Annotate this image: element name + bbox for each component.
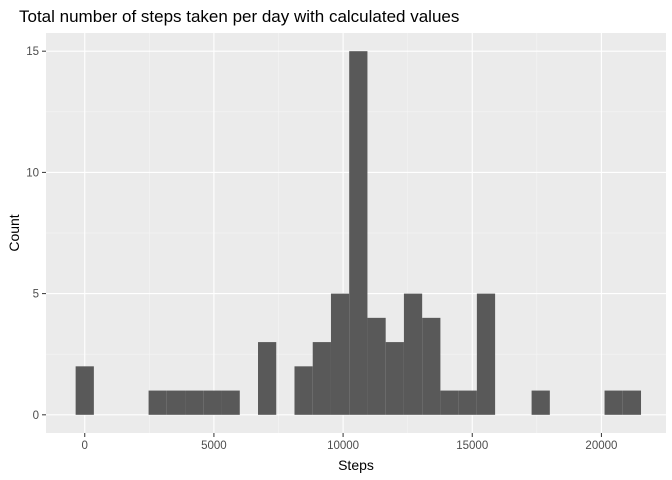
histogram-bar <box>166 390 186 415</box>
histogram-bar <box>148 390 167 415</box>
histogram-bar <box>75 366 94 415</box>
x-axis-title: Steps <box>338 457 374 473</box>
histogram-bar <box>330 293 350 415</box>
y-tick-label: 10 <box>26 167 39 179</box>
y-tick-label: 5 <box>33 289 39 301</box>
histogram-bar <box>185 390 204 415</box>
y-tick-label: 0 <box>33 410 39 422</box>
histogram-bar <box>458 390 477 415</box>
x-tick-label: 15000 <box>456 440 488 452</box>
histogram-bar <box>258 342 277 415</box>
histogram-bar <box>422 317 441 415</box>
histogram-bar <box>604 390 623 415</box>
histogram-bar <box>312 342 331 415</box>
histogram-bar <box>476 293 496 415</box>
y-axis-title: Count <box>6 214 22 251</box>
histogram-bar <box>531 390 550 415</box>
x-tick-label: 0 <box>82 440 88 452</box>
histogram-bar <box>403 293 423 415</box>
histogram-bar <box>203 390 222 415</box>
histogram-bar <box>294 366 313 415</box>
histogram-bar <box>622 390 642 415</box>
x-tick-label: 5000 <box>201 440 227 452</box>
chart-title: Total number of steps taken per day with… <box>19 7 459 26</box>
histogram-bars <box>75 51 642 415</box>
histogram-bar <box>385 342 404 415</box>
x-axis-ticks: 0 5000 10000 15000 20000 <box>82 433 617 452</box>
y-tick-label: 15 <box>26 46 39 58</box>
histogram-bar <box>221 390 240 415</box>
y-axis-ticks: 0 5 10 15 <box>26 46 46 422</box>
histogram-bar <box>367 317 386 415</box>
histogram-bar <box>349 51 368 415</box>
x-tick-label: 20000 <box>585 440 617 452</box>
histogram-bar <box>440 390 459 415</box>
x-tick-label: 10000 <box>327 440 359 452</box>
